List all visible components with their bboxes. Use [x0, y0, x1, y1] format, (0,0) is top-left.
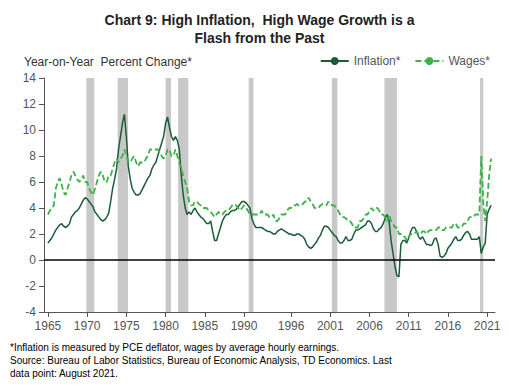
svg-text:Year-on-Year Percent Change*: Year-on-Year Percent Change* — [24, 55, 192, 69]
svg-text:2: 2 — [29, 227, 36, 241]
svg-text:1965: 1965 — [35, 319, 62, 333]
svg-text:2011: 2011 — [396, 319, 422, 333]
svg-text:Source: Bureau of Labor Statis: Source: Bureau of Labor Statistics, Bure… — [10, 355, 392, 366]
svg-text:1975: 1975 — [113, 319, 140, 333]
svg-text:-2: -2 — [25, 279, 36, 293]
svg-text:1970: 1970 — [74, 319, 101, 333]
svg-text:2016: 2016 — [435, 319, 462, 333]
svg-text:2006: 2006 — [356, 319, 383, 333]
svg-text:1996: 1996 — [278, 319, 305, 333]
svg-text:data point: August 2021.: data point: August 2021. — [10, 368, 118, 379]
svg-text:Inflation*: Inflation* — [354, 54, 401, 68]
svg-text:14: 14 — [23, 71, 37, 85]
svg-text:2001: 2001 — [317, 319, 344, 333]
svg-text:1980: 1980 — [152, 319, 179, 333]
svg-text:2021: 2021 — [474, 319, 501, 333]
svg-text:Wages*: Wages* — [448, 54, 490, 68]
svg-text:12: 12 — [23, 97, 37, 111]
svg-text:-4: -4 — [25, 305, 36, 319]
svg-text:6: 6 — [29, 175, 36, 189]
svg-text:0: 0 — [29, 253, 36, 267]
svg-text:4: 4 — [29, 201, 36, 215]
svg-text:1985: 1985 — [191, 319, 218, 333]
svg-text:8: 8 — [29, 149, 36, 163]
svg-text:Flash from the Past: Flash from the Past — [195, 30, 325, 46]
svg-text:Chart 9: High Inflation, High: Chart 9: High Inflation, High Wage Growt… — [105, 12, 415, 28]
svg-text:1990: 1990 — [231, 319, 258, 333]
svg-text:10: 10 — [23, 123, 37, 137]
svg-text:*Inflation is measured by PCE: *Inflation is measured by PCE deflator, … — [10, 342, 339, 353]
